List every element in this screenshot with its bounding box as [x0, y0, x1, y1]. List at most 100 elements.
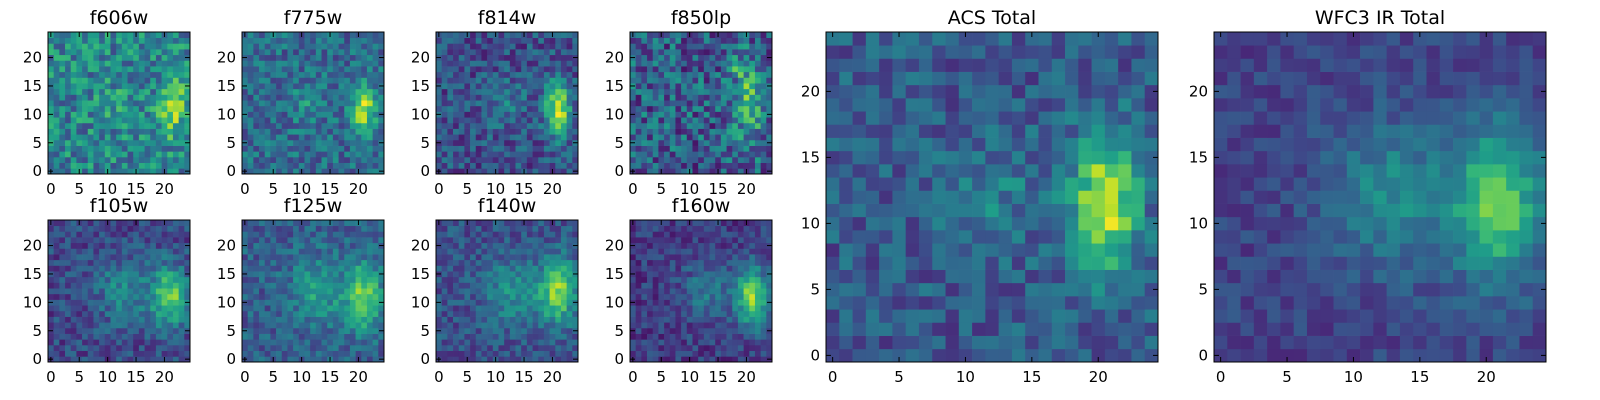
heatmap-cell	[178, 259, 185, 266]
heatmap-cell	[560, 105, 567, 112]
heatmap-cell	[247, 77, 254, 84]
heatmap-cell	[754, 356, 761, 363]
heatmap-cell	[475, 66, 482, 73]
heatmap-cell	[709, 43, 716, 50]
heatmap-cell	[276, 305, 283, 312]
heatmap-cell	[658, 66, 665, 73]
heatmap-cell	[349, 145, 356, 152]
heatmap-cell	[470, 49, 477, 56]
heatmap-cell	[538, 83, 545, 90]
heatmap-cell	[532, 316, 539, 323]
heatmap-cell	[458, 310, 465, 317]
heatmap-cell	[304, 333, 311, 340]
heatmap-cell	[504, 162, 511, 169]
heatmap-cell	[641, 60, 648, 67]
heatmap-cell	[641, 162, 648, 169]
heatmap-cell	[116, 242, 123, 249]
heatmap-cell	[167, 71, 174, 78]
heatmap-cell	[276, 49, 283, 56]
heatmap-cell	[281, 49, 288, 56]
heatmap-cell	[253, 32, 260, 39]
heatmap-cell	[555, 54, 562, 61]
heatmap-cell	[172, 49, 179, 56]
heatmap-cell	[150, 293, 157, 300]
heatmap-cell	[692, 145, 699, 152]
heatmap-cell	[515, 60, 522, 67]
heatmap-cell	[566, 225, 573, 232]
heatmap-cell	[475, 254, 482, 261]
heatmap-cell	[481, 316, 488, 323]
heatmap-cell	[504, 122, 511, 129]
heatmap-cell	[82, 356, 89, 363]
heatmap-cell	[59, 259, 66, 266]
heatmap-cell	[515, 322, 522, 329]
heatmap-cell	[264, 293, 271, 300]
heatmap-cell	[65, 271, 72, 278]
heatmap-cell	[504, 54, 511, 61]
heatmap-cell	[481, 162, 488, 169]
heatmap-cell	[99, 134, 106, 141]
heatmap-cell	[487, 344, 494, 351]
heatmap-cell	[150, 299, 157, 306]
heatmap-cell	[361, 316, 368, 323]
heatmap-cell	[144, 248, 151, 255]
heatmap-cell	[538, 168, 545, 175]
heatmap-cell	[253, 145, 260, 152]
heatmap-cell	[259, 88, 266, 95]
heatmap-cell	[304, 276, 311, 283]
heatmap-cell	[104, 305, 111, 312]
heatmap-cell	[293, 225, 300, 232]
heatmap-cell	[327, 139, 334, 146]
heatmap-cell	[270, 242, 277, 249]
heatmap-cell	[366, 60, 373, 67]
heatmap-cell	[247, 254, 254, 261]
heatmap-cell	[447, 276, 454, 283]
heatmap-cell	[669, 43, 676, 50]
heatmap-cell	[65, 242, 72, 249]
heatmap-cell	[549, 49, 556, 56]
heatmap-cell	[681, 105, 688, 112]
heatmap-cell	[681, 168, 688, 175]
heatmap-cell	[276, 220, 283, 227]
heatmap-cell	[59, 220, 66, 227]
heatmap-cell	[287, 43, 294, 50]
heatmap-cell	[766, 288, 773, 295]
heatmap-cell	[658, 105, 665, 112]
heatmap-cell	[332, 333, 339, 340]
heatmap-cell	[167, 344, 174, 351]
panel-title: f105w	[90, 195, 149, 217]
heatmap-cell	[338, 305, 345, 312]
heatmap-cell	[144, 231, 151, 238]
heatmap-cell	[172, 134, 179, 141]
heatmap-cell	[555, 299, 562, 306]
heatmap-cell	[549, 156, 556, 163]
heatmap-cell	[133, 128, 140, 135]
heatmap-cell	[538, 333, 545, 340]
heatmap-cell	[281, 288, 288, 295]
heatmap-cell	[509, 356, 516, 363]
heatmap-cell	[743, 37, 750, 44]
heatmap-cell	[121, 145, 128, 152]
heatmap-cell	[110, 293, 117, 300]
heatmap-cell	[635, 88, 642, 95]
heatmap-cell	[658, 322, 665, 329]
heatmap-cell	[572, 350, 579, 357]
heatmap-cell	[754, 299, 761, 306]
heatmap-cell	[366, 299, 373, 306]
heatmap-cell	[549, 276, 556, 283]
heatmap-cell	[715, 339, 722, 346]
heatmap-cell	[572, 254, 579, 261]
heatmap-cell	[287, 151, 294, 158]
heatmap-cell	[116, 299, 123, 306]
heatmap-cell	[293, 145, 300, 152]
heatmap-cell	[344, 77, 351, 84]
heatmap-cell	[487, 220, 494, 227]
heatmap-cell	[509, 282, 516, 289]
heatmap-cell	[635, 32, 642, 39]
heatmap-cell	[270, 88, 277, 95]
heatmap-cell	[566, 339, 573, 346]
heatmap-cell	[281, 276, 288, 283]
heatmap-cell	[464, 310, 471, 317]
heatmap-cell	[698, 339, 705, 346]
heatmap-cell	[681, 162, 688, 169]
